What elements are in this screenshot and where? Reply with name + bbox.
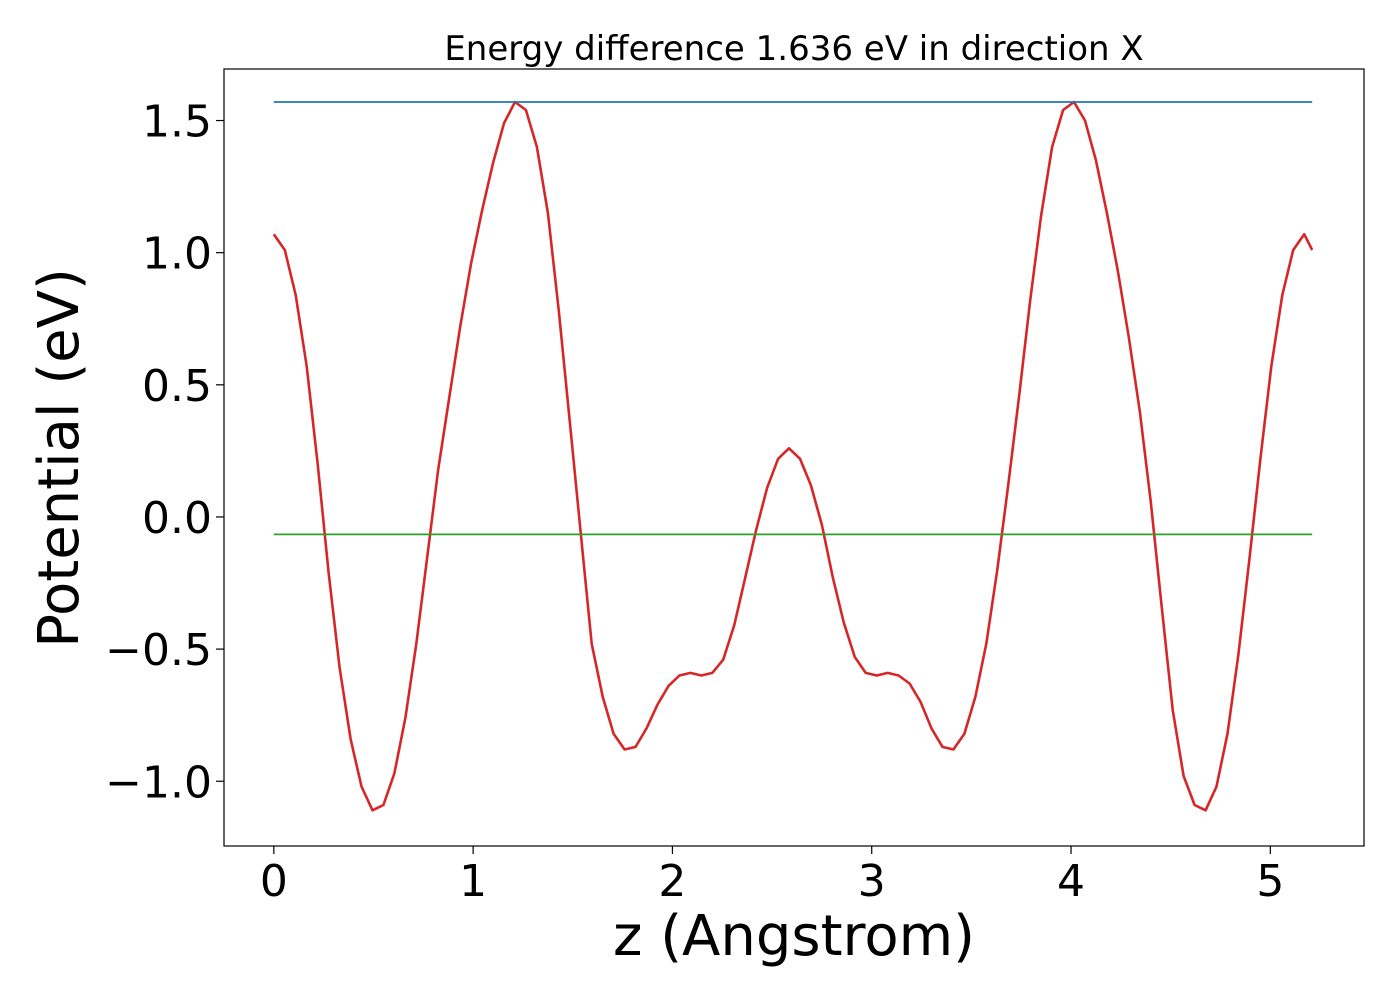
y-axis-ticks: −1.0 −0.5 0.0 0.5 1.0 1.5 bbox=[105, 97, 224, 808]
x-tick-label: 3 bbox=[858, 856, 886, 907]
x-tick-label: 2 bbox=[658, 856, 686, 907]
x-tick-label: 5 bbox=[1256, 856, 1284, 907]
series-lines bbox=[272, 100, 1314, 812]
y-tick-label: 0.5 bbox=[142, 361, 212, 412]
plot-area bbox=[224, 69, 1364, 846]
x-axis-label: z (Angstrom) bbox=[613, 904, 975, 969]
x-axis-ticks: 0 1 2 3 4 5 bbox=[260, 846, 1284, 907]
x-tick-label: 1 bbox=[459, 856, 487, 907]
x-tick-label: 0 bbox=[260, 856, 288, 907]
y-axis-label: Potential (eV) bbox=[27, 268, 92, 648]
y-tick-label: −0.5 bbox=[105, 625, 212, 676]
plot-frame bbox=[223, 68, 1365, 847]
y-tick-label: 1.5 bbox=[142, 97, 212, 148]
series-line-0 bbox=[272, 100, 1314, 812]
x-tick-label: 4 bbox=[1057, 856, 1085, 907]
y-tick-label: 0.0 bbox=[142, 493, 212, 544]
chart-title: Energy difference 1.636 eV in direction … bbox=[444, 29, 1143, 69]
y-tick-label: −1.0 bbox=[105, 757, 212, 808]
y-tick-label: 1.0 bbox=[142, 229, 212, 280]
